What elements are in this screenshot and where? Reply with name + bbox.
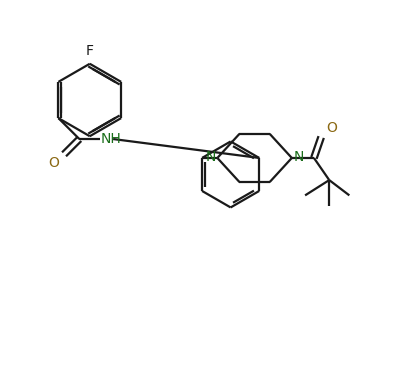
Text: N: N: [294, 150, 304, 164]
Text: N: N: [205, 150, 216, 164]
Text: O: O: [48, 156, 59, 170]
Text: O: O: [326, 121, 337, 135]
Text: F: F: [86, 44, 94, 58]
Text: NH: NH: [101, 132, 122, 146]
